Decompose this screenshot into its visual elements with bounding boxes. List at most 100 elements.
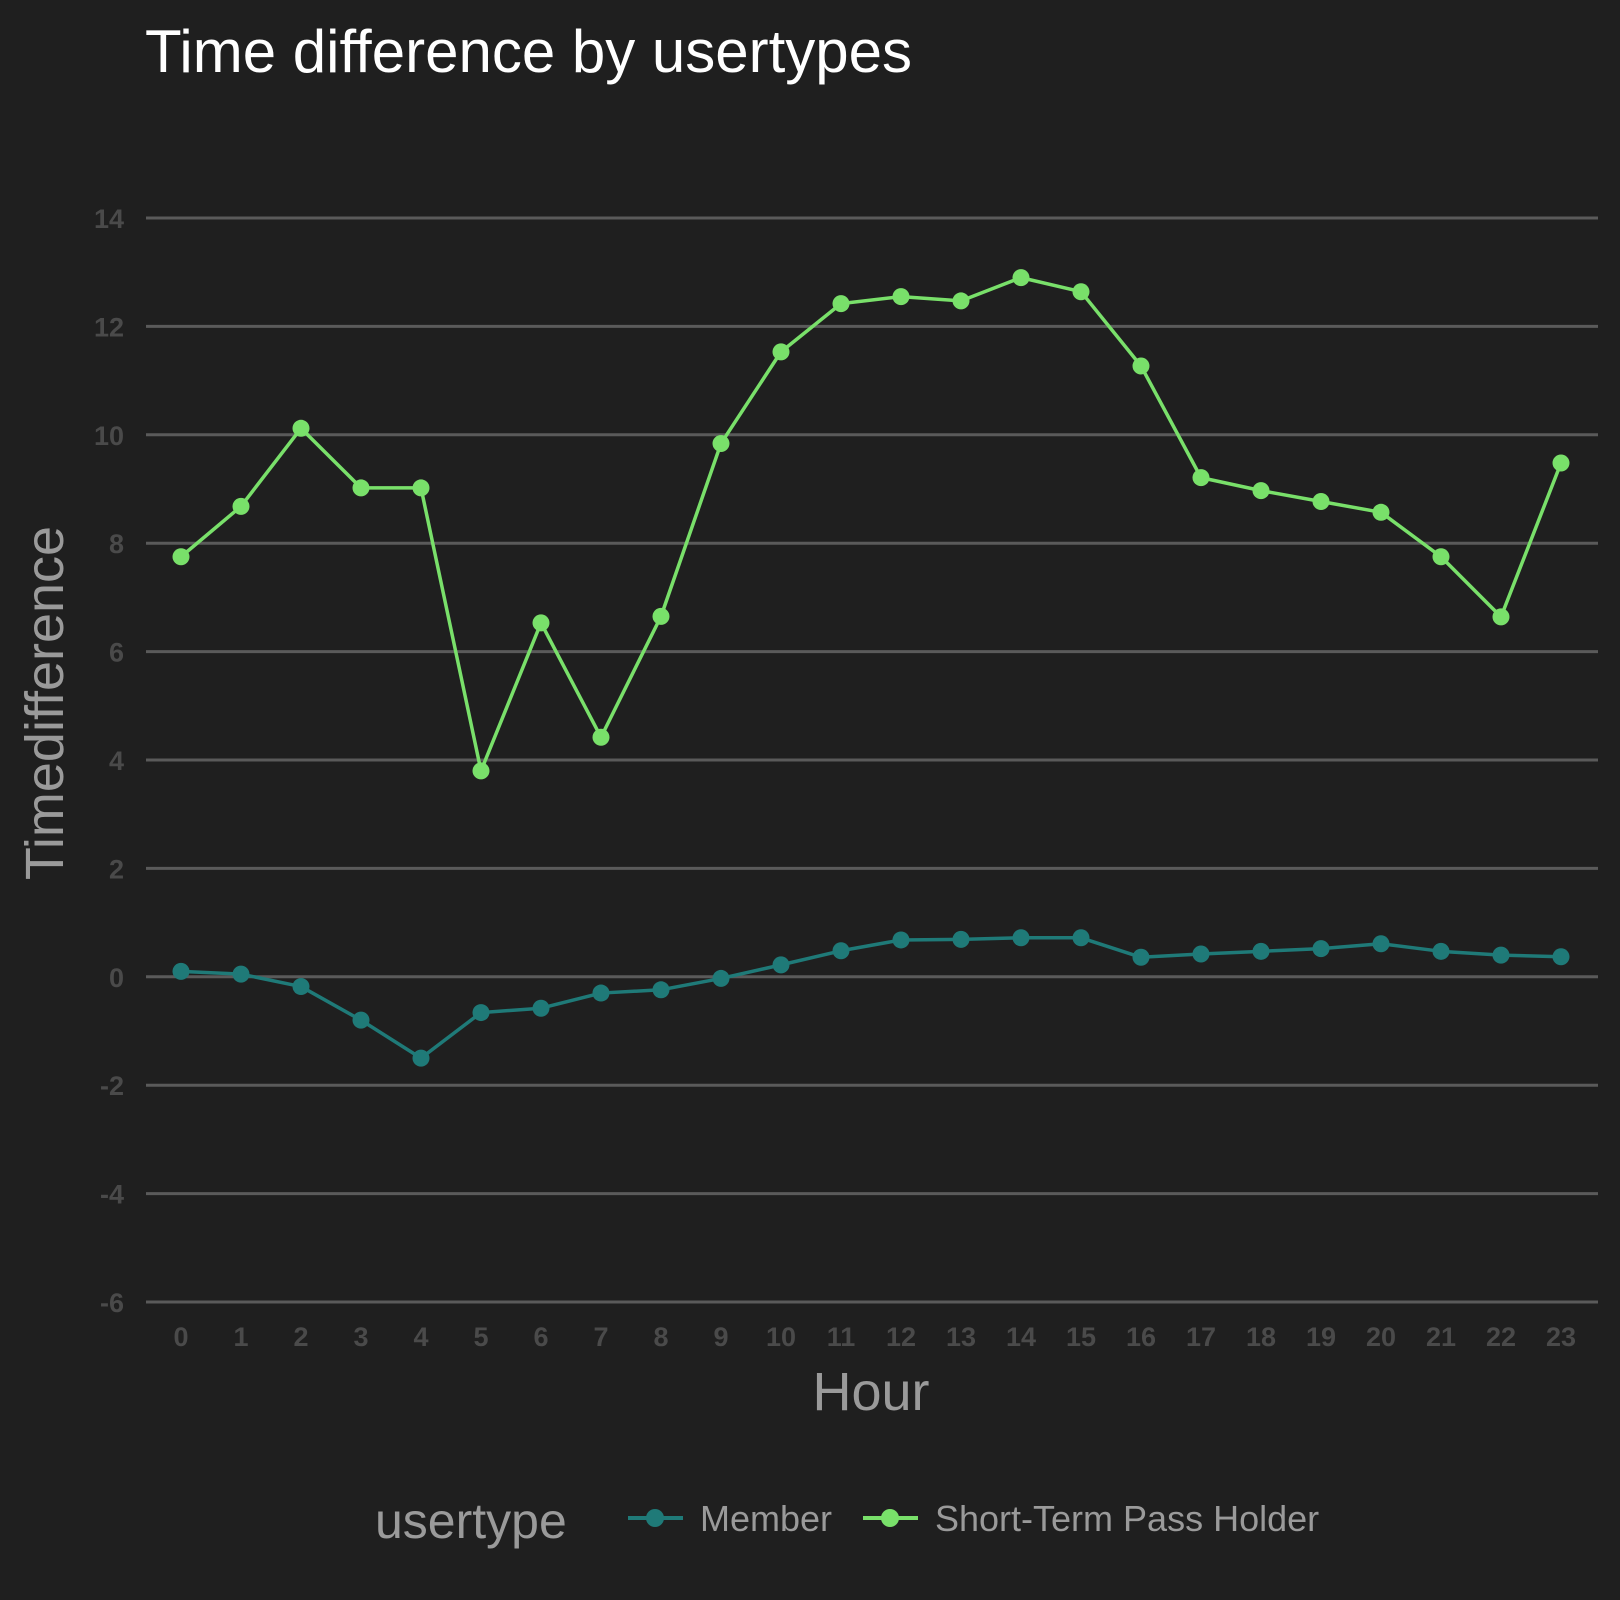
- data-point-short-term-pass-holder: [832, 295, 850, 313]
- data-point-member: [1552, 948, 1570, 966]
- x-tick-label: 2: [293, 1322, 308, 1352]
- x-tick-label: 17: [1186, 1322, 1216, 1352]
- data-point-short-term-pass-holder: [952, 292, 970, 310]
- data-point-short-term-pass-holder: [1312, 492, 1330, 510]
- x-tick-label: 20: [1366, 1322, 1396, 1352]
- x-tick-label: 18: [1246, 1322, 1276, 1352]
- data-point-member: [1012, 929, 1030, 947]
- y-tick-label: 0: [109, 963, 124, 993]
- data-point-short-term-pass-holder: [1192, 469, 1210, 487]
- legend-label-member: Member: [700, 1498, 832, 1539]
- y-tick-label: -6: [100, 1288, 124, 1318]
- data-point-short-term-pass-holder: [532, 614, 550, 632]
- legend-title: usertype: [375, 1493, 567, 1549]
- x-tick-label: 15: [1066, 1322, 1096, 1352]
- y-tick-label: -2: [100, 1071, 124, 1101]
- y-tick-label: 6: [109, 638, 124, 668]
- plot-series: [172, 269, 1570, 1067]
- data-point-member: [232, 965, 250, 983]
- data-point-short-term-pass-holder: [1552, 454, 1570, 472]
- legend-key-member-point: [646, 1509, 664, 1527]
- data-point-short-term-pass-holder: [352, 479, 370, 497]
- series-line-short-term-pass-holder: [179, 275, 1563, 773]
- data-point-short-term-pass-holder: [1132, 357, 1150, 375]
- x-tick-label: 11: [827, 1322, 856, 1352]
- x-tick-label: 6: [533, 1322, 548, 1352]
- x-axis-title: Hour: [812, 1362, 929, 1422]
- x-tick-label: 5: [473, 1322, 488, 1352]
- data-point-member: [472, 1004, 490, 1022]
- x-tick-label: 10: [766, 1322, 796, 1352]
- y-tick-label: 14: [94, 204, 124, 234]
- x-tick-label: 12: [886, 1322, 916, 1352]
- data-point-member: [892, 931, 910, 949]
- data-point-member: [1072, 929, 1090, 947]
- x-tick-label: 21: [1426, 1322, 1456, 1352]
- data-point-member: [772, 956, 790, 974]
- data-point-short-term-pass-holder: [1012, 269, 1030, 287]
- y-tick-label: 12: [94, 312, 124, 342]
- x-tick-label: 4: [413, 1322, 428, 1352]
- data-point-member: [592, 984, 610, 1002]
- x-tick-label: 19: [1306, 1322, 1336, 1352]
- data-point-member: [352, 1011, 370, 1029]
- y-tick-label: -4: [100, 1180, 124, 1210]
- x-tick-label: 8: [653, 1322, 668, 1352]
- data-point-short-term-pass-holder: [1492, 608, 1510, 626]
- legend-key-short-term-point: [881, 1509, 899, 1527]
- data-point-short-term-pass-holder: [772, 343, 790, 361]
- y-tick-label: 10: [94, 421, 124, 451]
- legend-item-short-term-pass-holder: Short-Term Pass Holder: [863, 1498, 1319, 1539]
- data-point-member: [1492, 946, 1510, 964]
- data-point-short-term-pass-holder: [1072, 283, 1090, 301]
- x-tick-label: 16: [1126, 1322, 1156, 1352]
- x-tick-label: 0: [173, 1322, 188, 1352]
- x-tick-label: 22: [1486, 1322, 1516, 1352]
- data-point-short-term-pass-holder: [292, 419, 310, 437]
- legend-label-short-term-pass-holder: Short-Term Pass Holder: [935, 1498, 1319, 1539]
- data-point-short-term-pass-holder: [892, 288, 910, 306]
- legend: usertype Member Short-Term Pass Holder: [375, 1493, 1319, 1549]
- series-short-term-pass-holder: [172, 269, 1570, 780]
- data-point-short-term-pass-holder: [172, 548, 190, 566]
- series-member: [172, 929, 1570, 1067]
- data-point-member: [532, 999, 550, 1017]
- x-tick-label: 14: [1006, 1322, 1036, 1352]
- data-point-short-term-pass-holder: [1372, 503, 1390, 521]
- y-axis-title: Timedifference: [15, 526, 75, 880]
- data-point-member: [412, 1049, 430, 1067]
- data-point-short-term-pass-holder: [1252, 482, 1270, 500]
- data-point-member: [1192, 945, 1210, 963]
- data-point-short-term-pass-holder: [412, 479, 430, 497]
- x-tick-label: 9: [713, 1322, 728, 1352]
- data-point-short-term-pass-holder: [712, 434, 730, 452]
- y-axis-ticks: -6 -4 -2 0 2 4 6 8 10 12 14: [94, 204, 124, 1318]
- y-tick-label: 4: [109, 746, 124, 776]
- data-point-member: [652, 981, 670, 999]
- x-tick-label: 3: [353, 1322, 368, 1352]
- data-point-member: [712, 969, 730, 987]
- series-line-member: [180, 936, 1562, 1060]
- data-point-short-term-pass-holder: [592, 728, 610, 746]
- y-tick-label: 2: [109, 854, 124, 884]
- y-tick-label: 8: [109, 529, 124, 559]
- x-axis-ticks: 0 1 2 3 4 5 6 7 8 9 10 11 12 13 14 15 16 17 18 19 20 21 22 23: [173, 1322, 1576, 1352]
- data-point-member: [1312, 940, 1330, 958]
- legend-item-member: Member: [628, 1498, 832, 1539]
- chart-title: Time difference by usertypes: [145, 18, 912, 85]
- data-point-member: [832, 942, 850, 960]
- data-point-member: [952, 930, 970, 948]
- data-point-short-term-pass-holder: [232, 497, 250, 515]
- data-point-member: [1432, 942, 1450, 960]
- x-tick-label: 7: [593, 1322, 608, 1352]
- x-tick-label: 1: [233, 1322, 248, 1352]
- data-point-short-term-pass-holder: [1432, 548, 1450, 566]
- x-tick-label: 23: [1546, 1322, 1576, 1352]
- data-point-member: [1132, 948, 1150, 966]
- data-point-member: [172, 962, 190, 980]
- data-point-member: [1252, 942, 1270, 960]
- x-tick-label: 13: [946, 1322, 976, 1352]
- data-point-member: [292, 978, 310, 996]
- data-point-short-term-pass-holder: [652, 607, 670, 625]
